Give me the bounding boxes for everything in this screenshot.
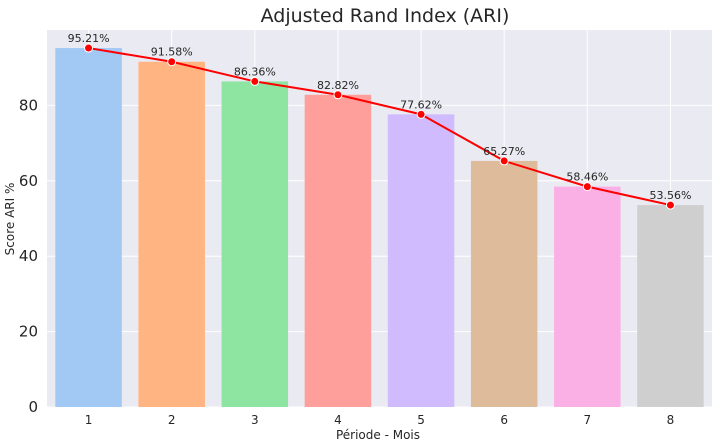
y-axis-ticks: 0 20 40 60 80 bbox=[19, 96, 38, 416]
line-point bbox=[84, 43, 94, 53]
x-tick-label: 6 bbox=[500, 413, 508, 427]
line-point bbox=[416, 109, 426, 119]
bar bbox=[55, 48, 122, 408]
x-tick-label: 8 bbox=[667, 413, 675, 427]
data-label: 82.82% bbox=[317, 79, 359, 92]
bar bbox=[470, 160, 538, 407]
x-axis-label: Période - Mois bbox=[336, 428, 420, 442]
x-tick-label: 3 bbox=[251, 413, 259, 427]
data-labels: 95.21% 91.58% 86.36% 82.82% 77.62% 65.27% 58.4… bbox=[68, 32, 692, 202]
data-label: 86.36% bbox=[234, 65, 276, 78]
line-point bbox=[499, 156, 509, 166]
trend-line bbox=[88, 47, 671, 207]
y-axis-label: Score ARI % bbox=[3, 183, 17, 256]
data-label: 91.58% bbox=[151, 46, 193, 59]
overlay-line bbox=[84, 43, 675, 210]
line-point bbox=[250, 76, 260, 86]
bar bbox=[554, 186, 621, 407]
data-label: 95.21% bbox=[68, 32, 110, 45]
x-tick-label: 2 bbox=[168, 413, 176, 427]
data-label: 58.46% bbox=[566, 171, 608, 184]
data-label: 65.27% bbox=[483, 145, 525, 158]
y-tick-label: 80 bbox=[19, 96, 38, 114]
x-axis-ticks: 1 2 3 4 5 6 7 8 bbox=[85, 413, 675, 427]
bar bbox=[304, 94, 372, 407]
y-tick-label: 60 bbox=[19, 172, 38, 190]
chart-title: Adjusted Rand Index (ARI) bbox=[261, 5, 510, 27]
data-label: 77.62% bbox=[400, 98, 442, 111]
x-tick-label: 1 bbox=[85, 413, 93, 427]
x-tick-label: 5 bbox=[417, 413, 425, 427]
bars bbox=[55, 48, 704, 408]
line-point bbox=[582, 182, 592, 192]
bar bbox=[387, 114, 455, 408]
bar bbox=[221, 81, 289, 408]
data-label: 53.56% bbox=[649, 189, 691, 202]
y-tick-label: 20 bbox=[19, 323, 38, 341]
y-tick-label: 0 bbox=[28, 398, 38, 416]
line-point bbox=[167, 57, 177, 67]
bar bbox=[637, 205, 704, 407]
y-tick-label: 40 bbox=[19, 247, 38, 265]
x-tick-label: 4 bbox=[334, 413, 342, 427]
line-point bbox=[333, 90, 343, 100]
line-point bbox=[665, 200, 675, 210]
bar bbox=[138, 61, 205, 407]
x-tick-label: 7 bbox=[583, 413, 591, 427]
